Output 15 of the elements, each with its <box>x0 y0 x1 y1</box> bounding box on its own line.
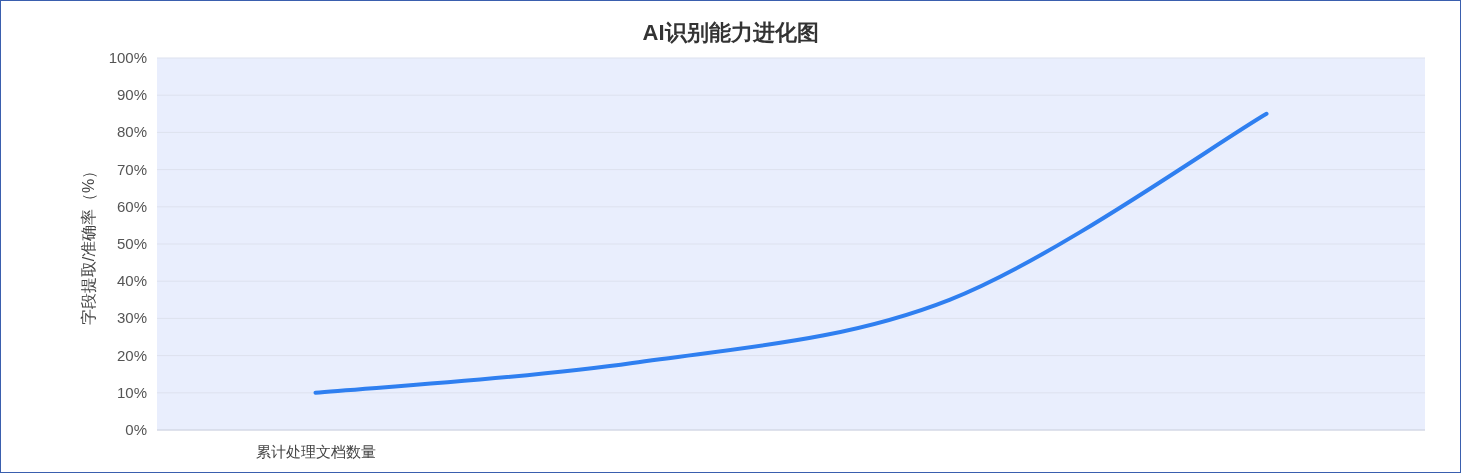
chart-title: AI识别能力进化图 <box>642 20 819 45</box>
line-series <box>313 111 1269 395</box>
y-tick-label: 20% <box>116 346 147 364</box>
y-tick-label: 90% <box>116 86 147 104</box>
y-tick-label: 60% <box>116 197 147 215</box>
y-tick-label: 70% <box>116 160 147 178</box>
y-tick-label: 10% <box>116 383 147 401</box>
y-tick-label: 30% <box>116 309 147 327</box>
y-axis-title: 字段提取/准确率（%） <box>80 162 97 326</box>
y-tick-label: 100% <box>108 49 147 66</box>
y-tick-label: 0% <box>125 421 147 438</box>
y-tick-label: 40% <box>116 272 147 290</box>
y-tick-label: 80% <box>116 123 147 141</box>
y-tick-label: 50% <box>116 235 147 252</box>
x-tick-label: 累计处理文档数量 <box>255 443 376 460</box>
